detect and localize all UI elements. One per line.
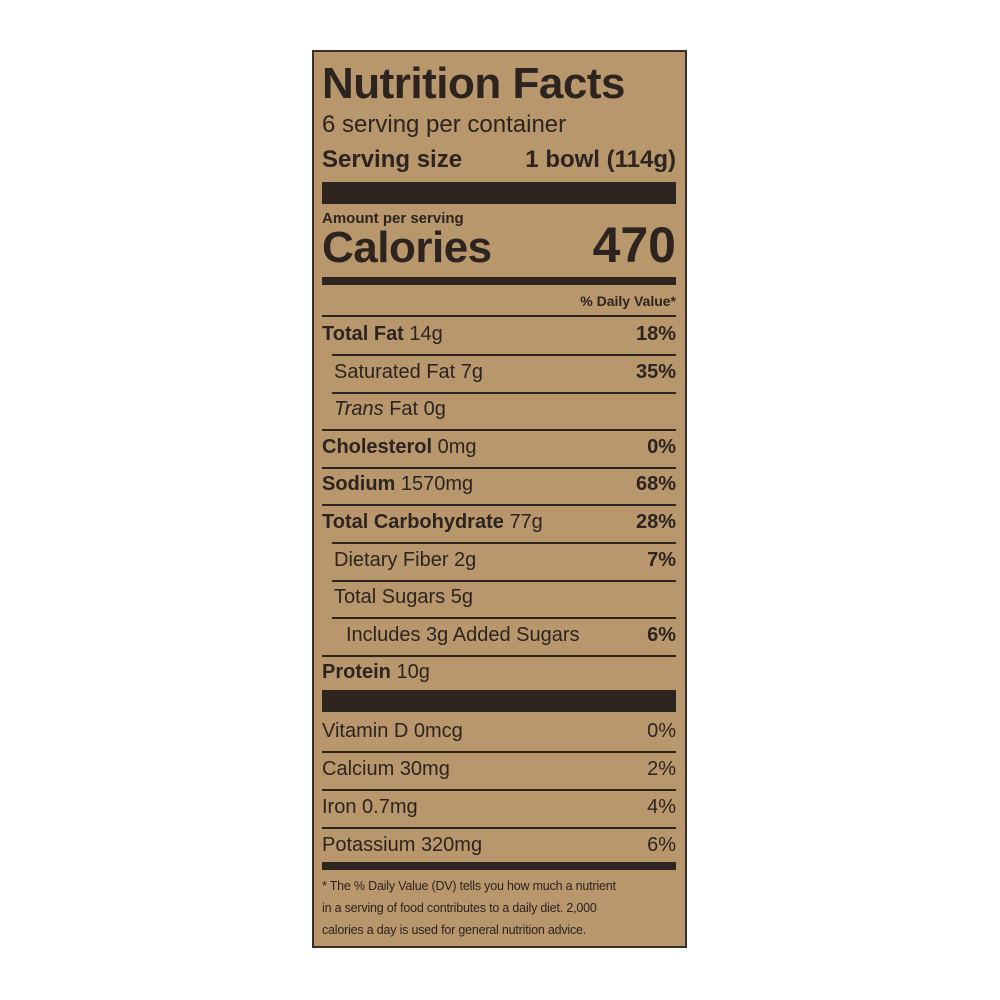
- nutrient-name: Protein: [322, 661, 391, 684]
- vitamin-row: Calcium 30mg: [322, 759, 450, 779]
- rule: [332, 579, 676, 582]
- nutrient-amount: 14g: [409, 323, 443, 345]
- nutrient-amount: 5g: [450, 586, 473, 609]
- vitamin-amount: 320mg: [420, 834, 483, 856]
- nutrient-amount: 7g: [460, 360, 483, 383]
- nutrient-name: Includes 3g Added Sugars: [346, 623, 580, 646]
- nutrient-name: Cholesterol: [322, 435, 433, 458]
- nutrient-name-italic: Trans: [334, 398, 384, 421]
- nutrient-name: Saturated Fat: [334, 360, 456, 383]
- calories-value: 470: [592, 217, 676, 273]
- footnote-line: in a serving of food contributes to a da…: [322, 901, 597, 915]
- nutrient-name: Total Carbohydrate: [322, 511, 504, 533]
- nutrient-amount: 2g: [454, 548, 477, 571]
- vitamin-name: Vitamin D: [322, 720, 409, 742]
- nutrient-name: Fat: [389, 398, 419, 421]
- rule: [332, 354, 676, 356]
- vitamin-name: Iron: [322, 796, 357, 818]
- nutrient-dv: 18%: [635, 323, 676, 345]
- vitamin-dv: 6%: [647, 834, 676, 856]
- nutrient-row: Dietary Fiber 2g: [334, 550, 476, 570]
- dv-header: % Daily Value*: [580, 293, 676, 309]
- nutrient-dv: 7%: [647, 548, 676, 571]
- vitamin-dv: 4%: [647, 796, 676, 818]
- rule: [332, 542, 676, 544]
- vitamin-amount: 30mg: [399, 758, 450, 780]
- nutrient-name: Dietary Fiber: [334, 548, 449, 571]
- nutrient-dv: 0%: [647, 435, 676, 458]
- nutrient-amount: 77g: [509, 511, 543, 533]
- nutrient-amount: 1570mg: [400, 473, 474, 496]
- nutrient-row: Saturated Fat 7g: [334, 362, 483, 382]
- rule: [322, 751, 676, 753]
- rule: [322, 789, 676, 791]
- vitamin-row: Iron 0.7mg: [322, 797, 418, 817]
- rule: [322, 690, 676, 712]
- nutrient-row: Includes 3g Added Sugars: [346, 625, 580, 645]
- nutrient-dv: 6%: [647, 623, 676, 646]
- vitamin-dv: 2%: [647, 758, 676, 780]
- nutrient-row: Trans Fat 0g: [334, 399, 446, 419]
- rule: [322, 504, 676, 507]
- nutrient-row: Protein 10g: [322, 662, 430, 682]
- title: Nutrition Facts: [322, 59, 625, 108]
- nutrient-dv: 35%: [635, 360, 676, 383]
- vitamin-row: Vitamin D 0mcg: [322, 721, 463, 741]
- nutrient-amount: 10g: [396, 661, 430, 684]
- nutrient-amount: 0g: [423, 398, 446, 421]
- vitamin-name: Calcium: [322, 758, 395, 780]
- rule: [322, 466, 676, 469]
- rule: [322, 182, 676, 204]
- serving-size-value: 1 bowl (114g): [525, 146, 676, 173]
- nutrient-row: Total Carbohydrate 77g: [322, 512, 543, 532]
- nutrient-name: Total Fat: [322, 323, 404, 345]
- rule: [322, 862, 676, 870]
- vitamin-dv: 0%: [647, 720, 676, 742]
- nutrient-name: Total Sugars: [334, 586, 446, 609]
- amount-per-serving: Amount per serving: [322, 210, 464, 227]
- nutrient-row: Total Sugars 5g: [334, 587, 473, 607]
- nutrient-name: Sodium: [322, 473, 396, 496]
- nutrient-row: Total Fat 14g: [322, 324, 443, 344]
- vitamin-amount: 0.7mg: [362, 796, 418, 818]
- vitamin-name: Potassium: [322, 834, 416, 856]
- nutrient-amount: 0mg: [437, 435, 477, 458]
- rule: [332, 617, 676, 620]
- vitamin-amount: 0mcg: [413, 720, 463, 742]
- nutrient-dv: 28%: [635, 511, 676, 533]
- footnote-line: * The % Daily Value (DV) tells you how m…: [322, 879, 616, 893]
- rule: [332, 391, 676, 394]
- rule: [322, 429, 676, 432]
- nutrient-row: Cholesterol 0mg: [322, 437, 477, 457]
- rule: [322, 827, 676, 829]
- footnote-line: calories a day is used for general nutri…: [322, 923, 587, 937]
- nutrient-dv: 68%: [635, 473, 676, 496]
- rule: [322, 654, 676, 657]
- rule: [322, 277, 676, 285]
- calories-label: Calories: [322, 223, 492, 272]
- vitamin-row: Potassium 320mg: [322, 835, 482, 855]
- serving-size-label: Serving size: [322, 146, 463, 173]
- nutrient-row: Sodium 1570mg: [322, 474, 473, 494]
- servings: 6 serving per container: [322, 111, 567, 138]
- rule: [322, 315, 676, 317]
